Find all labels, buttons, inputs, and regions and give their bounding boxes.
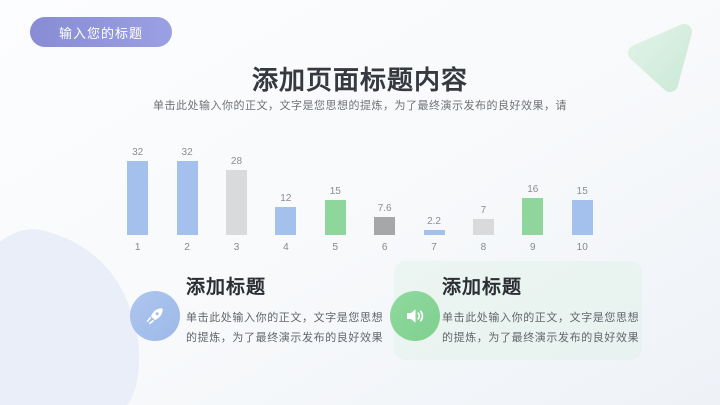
bar <box>472 219 494 235</box>
bar-value-label: 16 <box>527 184 539 195</box>
bar-value-label: 7.6 <box>377 203 392 214</box>
bar <box>275 207 297 235</box>
bar <box>522 198 544 235</box>
bar <box>127 161 149 235</box>
bar <box>225 170 247 235</box>
bar-value-label: 32 <box>181 147 193 158</box>
speaker-icon-circle <box>390 291 440 341</box>
rocket-icon <box>146 308 163 325</box>
rocket-icon-circle <box>130 291 180 341</box>
bar-value-label: 2.2 <box>427 216 441 227</box>
bar-category-label: 6 <box>381 242 388 253</box>
content-block-right: 添加标题 单击此处输入你的正文，文字是您思想的提炼，为了最终演示发布的良好效果 <box>442 272 652 348</box>
block-title: 添加标题 <box>442 277 523 298</box>
bar-category-label: 7 <box>431 242 437 253</box>
speaker-icon <box>407 309 424 323</box>
bar-value-label: 28 <box>230 156 243 167</box>
chart-column: 16 9 <box>508 139 557 253</box>
chart-column: 15 5 <box>311 139 360 253</box>
block-body: 单击此处输入你的正文，文字是您思想的提炼，为了最终演示发布的良好效果 <box>442 312 640 344</box>
bar-category-label: 8 <box>480 242 487 253</box>
block-title: 添加标题 <box>186 277 267 298</box>
slide-tag-badge: 输入您的标题 <box>30 17 172 47</box>
bar-category-label: 10 <box>576 242 588 253</box>
bar-category-label: 1 <box>134 242 141 253</box>
page-title: 添加页面标题内容 <box>251 65 468 95</box>
bar-category-label: 9 <box>530 242 536 253</box>
chart-column: 32 1 <box>113 139 162 253</box>
page-subtitle: 单击此处输入你的正文，文字是您思想的提炼，为了最终演示发布的良好效果，请 <box>153 100 567 112</box>
bar <box>571 200 593 235</box>
bar-category-label: 5 <box>332 242 339 253</box>
bar-chart: 32 1 32 2 28 3 12 4 15 5 7.6 6 2.2 7 7 8 16 9 15 10 <box>113 139 607 253</box>
bar-category-label: 2 <box>184 242 190 253</box>
bar-category-label: 4 <box>283 242 289 253</box>
block-body: 单击此处输入你的正文，文字是您思想的提炼，为了最终演示发布的良好效果 <box>186 312 384 344</box>
bar-value-label: 15 <box>576 186 588 197</box>
bar-value-label: 32 <box>132 147 144 158</box>
bar <box>423 230 445 235</box>
chart-column: 7.6 6 <box>360 139 409 253</box>
bar <box>374 217 396 235</box>
content-block-left: 添加标题 单击此处输入你的正文，文字是您思想的提炼，为了最终演示发布的良好效果 <box>186 272 396 348</box>
chart-column: 2.2 7 <box>409 139 458 253</box>
bar-value-label: 12 <box>280 193 292 204</box>
bar-value-label: 7 <box>480 205 487 216</box>
slide-tag-label: 输入您的标题 <box>58 25 143 41</box>
chart-column: 12 4 <box>261 139 310 253</box>
bar <box>176 161 198 235</box>
chart-column: 32 2 <box>162 139 211 253</box>
chart-column: 15 10 <box>558 139 607 253</box>
bar-value-label: 15 <box>329 186 341 197</box>
bar-category-label: 3 <box>233 242 240 253</box>
bar <box>324 200 346 235</box>
chart-column: 28 3 <box>212 139 261 253</box>
